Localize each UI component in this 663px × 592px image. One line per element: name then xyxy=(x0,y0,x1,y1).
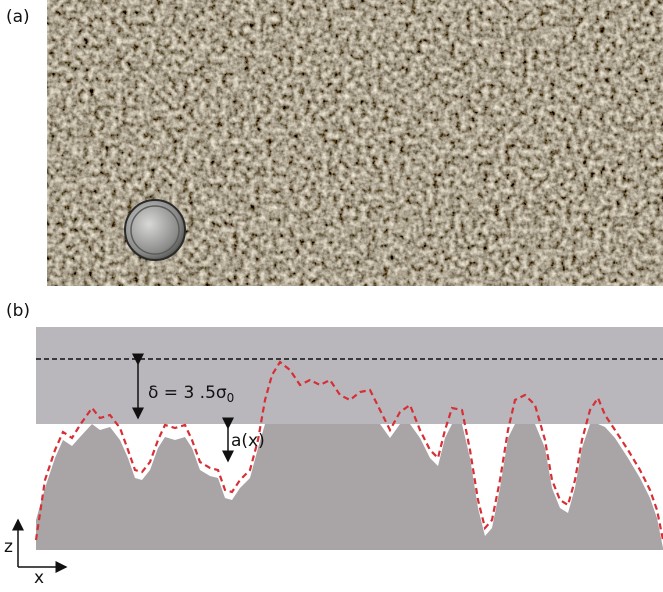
panel-label: (b) xyxy=(6,301,30,321)
rough-surface xyxy=(36,424,663,550)
coin xyxy=(125,200,185,260)
delta-main: δ = 3 .5σ xyxy=(148,383,227,403)
delta-label: δ = 3 .5σ0 xyxy=(148,383,234,405)
x-axis-label: x xyxy=(34,568,44,588)
figure: (a) (b) δ = 3 .5σ0 a(x) z x xyxy=(0,0,663,588)
rigid-block xyxy=(36,327,663,424)
z-axis-label: z xyxy=(4,537,13,557)
gap-label: a(x) xyxy=(231,431,265,451)
panel-label: (a) xyxy=(6,7,30,27)
delta-subscript: 0 xyxy=(227,391,235,405)
